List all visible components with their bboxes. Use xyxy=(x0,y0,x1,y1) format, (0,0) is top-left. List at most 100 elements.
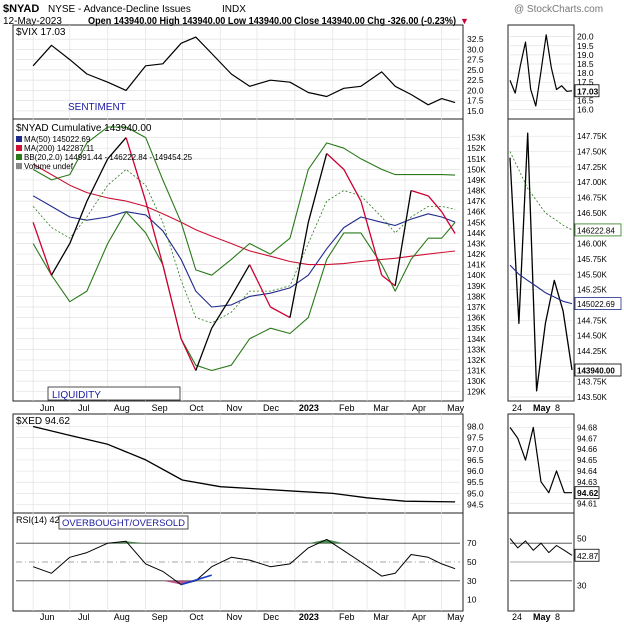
bb-swatch xyxy=(16,154,22,160)
nyad-side-price-line xyxy=(509,132,573,392)
xed-tick-label: 96.0 xyxy=(467,466,484,476)
ma200-line xyxy=(32,163,456,266)
xed-tick-label: 97.5 xyxy=(467,433,484,443)
nyad-price-segment xyxy=(394,190,412,286)
x-tick-label: May xyxy=(447,403,465,413)
side-x-tick-label-bottom: 24 xyxy=(512,612,522,622)
nyad-tick-label: 130K xyxy=(467,377,486,386)
side-x-tick-label-bottom: 8 xyxy=(555,612,560,622)
xed-tick-label: 97.0 xyxy=(467,444,484,454)
rsi-line xyxy=(32,538,456,586)
nyad-tick-label: 144K xyxy=(467,229,486,238)
rsi-side-frame xyxy=(507,512,575,612)
nyad-side-value-box xyxy=(574,363,622,377)
nyad-side-tick-label: 144.25K xyxy=(577,347,607,356)
ma50-swatch xyxy=(16,136,22,142)
nyad-tick-label: 149K xyxy=(467,176,486,185)
nyad-tick-label: 142K xyxy=(467,250,486,259)
nyad-tick-label: 139K xyxy=(467,282,486,291)
x-tick-label-bottom: Sep xyxy=(152,612,168,622)
rsi-tick-label: 50 xyxy=(467,557,477,567)
x-tick-label: Nov xyxy=(226,403,243,413)
nyad-tick-label: 136K xyxy=(467,314,486,323)
chart-date: 12-May-2023 xyxy=(3,16,62,27)
nyad-side-value-label: 145022.69 xyxy=(577,300,615,309)
nyad-tick-label: 148K xyxy=(467,187,486,196)
index-tag: INDX xyxy=(222,4,246,15)
nyad-side-tick-label: 147.75K xyxy=(577,132,607,141)
nyad-tick-label: 133K xyxy=(467,345,486,354)
side-x-tick-label: May xyxy=(533,403,551,413)
vix-side-line xyxy=(509,34,573,107)
nyad-price-segment xyxy=(162,264,182,339)
xed-side-tick-label: 94.66 xyxy=(577,445,598,454)
plot-series xyxy=(32,34,573,586)
quote-line: Open 143940.00 High 143940.00 Low 143940… xyxy=(88,16,456,27)
x-tick-label-bottom: Aug xyxy=(114,612,130,622)
nyad-side-frame xyxy=(507,118,575,402)
nyad-panel-frame xyxy=(12,118,464,402)
xed-tick-label: 94.5 xyxy=(467,500,484,510)
vix-tick-label: 30.0 xyxy=(467,44,484,54)
nyad-tick-label: 153K xyxy=(467,134,486,143)
nyad-price-segment xyxy=(211,296,232,329)
rsi-side-line xyxy=(509,538,573,556)
nyad-side-ma50-line xyxy=(509,264,573,305)
nyad-tick-label: 150K xyxy=(467,165,486,174)
nyad-price-segment xyxy=(381,274,396,287)
x-tick-label-bottom: Oct xyxy=(189,612,204,622)
rsi-trendline xyxy=(180,574,212,586)
nyad-tick-label: 140K xyxy=(467,271,486,280)
sentiment-annotation: SENTIMENT xyxy=(68,102,126,113)
x-tick-label: Dec xyxy=(263,403,280,413)
nyad-price-segment xyxy=(125,137,147,202)
liquidity-annotation: LIQUIDITY xyxy=(52,390,101,401)
nyad-tick-label: 138K xyxy=(467,292,486,301)
nyad-price-segment xyxy=(195,327,213,371)
nyad-tick-label: 129K xyxy=(467,388,486,397)
ma200-legend: MA(200) 142287.11 xyxy=(24,144,95,153)
nyad-tick-label: 151K xyxy=(467,155,486,164)
rsi-side-tick-label: 50 xyxy=(577,534,587,544)
x-tick-label: Oct xyxy=(189,403,204,413)
nyad-side-value-box xyxy=(574,223,622,237)
xed-side-tick-label: 94.68 xyxy=(577,423,598,432)
nyad-price-segment xyxy=(410,189,429,197)
vix-tick-label: 17.5 xyxy=(467,96,484,106)
ma50-legend: MA(50) 145022.69 xyxy=(24,135,91,144)
nyad-side-tick-label: 145.75K xyxy=(577,255,607,264)
nyad-price-segment xyxy=(180,338,197,371)
nyad-side-tick-label: 147.25K xyxy=(577,163,607,172)
axis-labels: 32.530.027.525.022.520.017.515.020.019.5… xyxy=(40,32,622,622)
x-tick-label-bottom: Apr xyxy=(412,612,426,622)
nyad-tick-label: 145K xyxy=(467,218,486,227)
nyad-tick-label: 152K xyxy=(467,144,486,153)
x-tick-label-bottom: Mar xyxy=(373,612,389,622)
vix-side-tick-label: 18.5 xyxy=(577,59,594,69)
vix-tick-label: 32.5 xyxy=(467,34,484,44)
nyad-side-tick-label: 144.75K xyxy=(577,316,607,325)
x-tick-label: Sep xyxy=(152,403,168,413)
xed-tick-label: 96.5 xyxy=(467,455,484,465)
nyad-tick-label: 131K xyxy=(467,367,486,376)
nyad-tick-label: 132K xyxy=(467,356,486,365)
nyad-price-segment xyxy=(32,222,53,276)
overbought-oversold-annotation: OVERBOUGHT/OVERSOLD xyxy=(62,518,185,529)
xed-last-value-box xyxy=(574,486,600,500)
nyad-tick-label: 137K xyxy=(467,303,486,312)
nyad-side-value-box xyxy=(574,297,622,310)
nyad-side-tick-label: 143.50K xyxy=(577,393,607,402)
x-tick-label: Jul xyxy=(78,403,90,413)
nyad-price-segment xyxy=(427,195,443,213)
nyad-side-tick-label: 146.50K xyxy=(577,209,607,218)
xed-legend: $XED 94.62 xyxy=(16,416,70,427)
overbought-oversold-box xyxy=(58,515,189,530)
vix-side-tick-label: 16.0 xyxy=(577,105,594,115)
x-tick-label-bottom: May xyxy=(447,612,465,622)
nyad-side-tick-label: 143.75K xyxy=(577,378,607,387)
rsi-panel-frame xyxy=(12,512,464,612)
nyad-price-segment xyxy=(289,222,309,318)
x-tick-label-bottom: Dec xyxy=(263,612,280,622)
nyad-side-tick-label: 145.25K xyxy=(577,286,607,295)
